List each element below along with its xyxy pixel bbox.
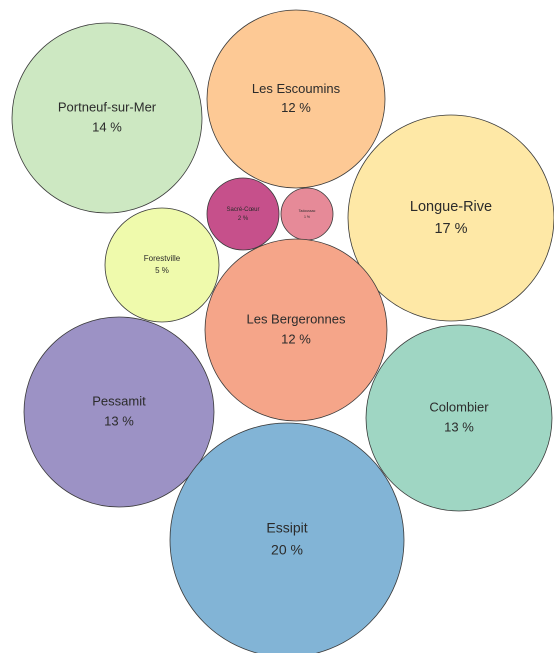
bubble-value-les-bergeronnes: 12 % <box>281 331 311 346</box>
bubble-group-colombier: Colombier 13 % <box>365 324 553 512</box>
bubble-value-essipit: 20 % <box>271 542 303 558</box>
bubble-label-colombier: Colombier <box>429 399 489 414</box>
bubble-value-colombier: 13 % <box>444 419 474 434</box>
bubble-label-les-bergeronnes: Les Bergeronnes <box>246 311 346 326</box>
bubble-pessamit <box>23 316 215 508</box>
bubble-group-les-escoumins: Les Escoumins 12 % <box>206 9 386 189</box>
bubble-value-forestville: 5 % <box>155 266 169 275</box>
bubble-value-portneuf-sur-mer: 14 % <box>92 119 122 134</box>
bubble-label-sacre-coeur: Sacré-Cœur <box>226 207 259 213</box>
bubble-label-portneuf-sur-mer: Portneuf-sur-Mer <box>58 99 157 114</box>
bubble-group-longue-rive: Longue-Rive 17 % <box>347 114 554 322</box>
bubble-value-pessamit: 13 % <box>104 413 134 428</box>
bubble-value-tadoussac: 1 % <box>304 215 310 219</box>
bubble-group-forestville: Forestville 5 % <box>104 207 220 323</box>
bubble-label-tadoussac: Tadoussac <box>299 209 316 213</box>
bubble-group-pessamit: Pessamit 13 % <box>23 316 215 508</box>
bubble-les-escoumins <box>206 9 386 189</box>
bubbles-layer: Portneuf-sur-Mer 14 % Les Escoumins 12 % Lon… <box>11 9 554 653</box>
bubble-value-longue-rive: 17 % <box>434 221 467 237</box>
bubble-value-les-escoumins: 12 % <box>281 100 311 115</box>
bubble-longue-rive <box>347 114 554 322</box>
bubble-group-essipit: Essipit 20 % <box>169 422 405 653</box>
bubble-label-les-escoumins: Les Escoumins <box>252 81 341 96</box>
bubble-forestville <box>104 207 220 323</box>
bubble-portneuf-sur-mer <box>11 22 203 214</box>
bubble-group-portneuf-sur-mer: Portneuf-sur-Mer 14 % <box>11 22 203 214</box>
bubble-label-essipit: Essipit <box>266 520 307 536</box>
bubble-label-longue-rive: Longue-Rive <box>410 199 492 215</box>
bubble-label-forestville: Forestville <box>144 254 181 263</box>
bubble-group-tadoussac: Tadoussac 1 % <box>280 187 334 241</box>
bubble-colombier <box>365 324 553 512</box>
bubble-group-sacre-coeur: Sacré-Cœur 2 % <box>206 177 280 251</box>
bubble-sacre-coeur <box>206 177 280 251</box>
bubble-group-les-bergeronnes: Les Bergeronnes 12 % <box>204 238 388 422</box>
bubble-essipit <box>169 422 405 653</box>
bubble-value-sacre-coeur: 2 % <box>238 216 249 222</box>
bubble-les-bergeronnes <box>204 238 388 422</box>
bubble-label-pessamit: Pessamit <box>92 393 146 408</box>
